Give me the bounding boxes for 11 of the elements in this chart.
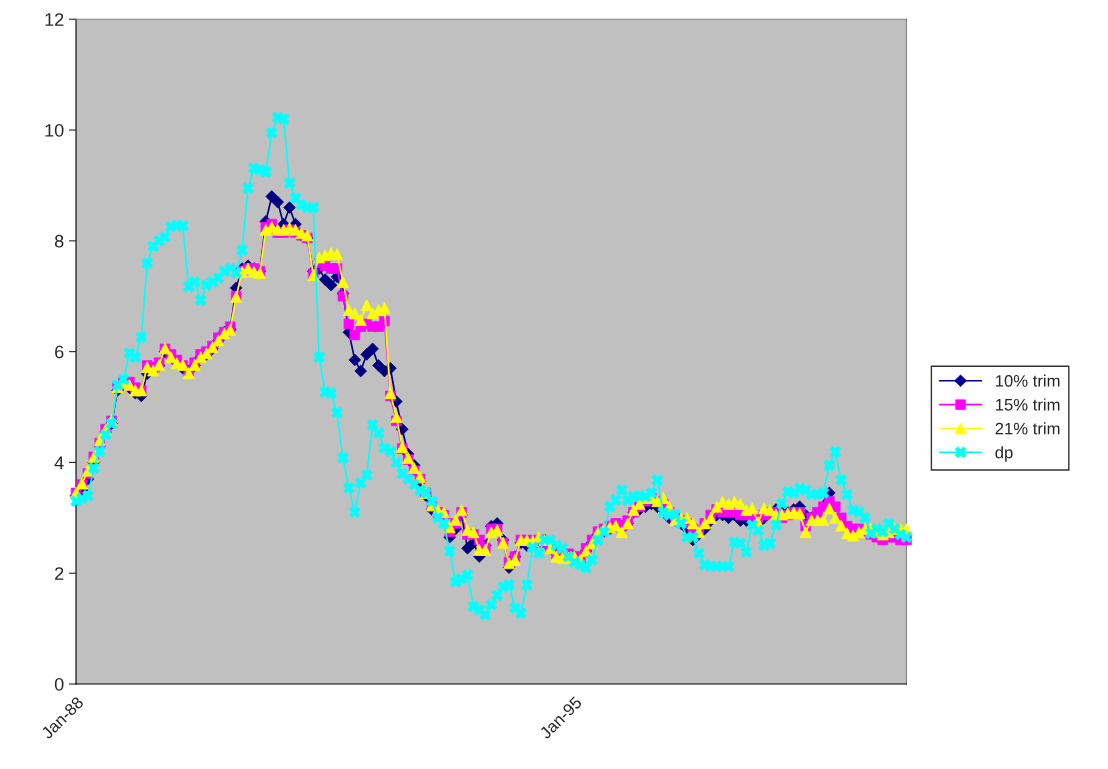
legend-label: 21% trim [995,422,1060,435]
y-tick-label: 0 [54,677,64,691]
legend-label: 15% trim [996,398,1060,411]
y-tick-label: 4 [54,456,64,469]
y-tick-label: 10 [45,123,64,137]
y-tick-label: 8 [54,234,64,248]
y-tick-label: 2 [55,567,64,580]
legend-label: 10% trim [996,374,1060,387]
y-tick-label: 6 [55,345,64,359]
y-tick-label: 12 [45,13,64,26]
legend-label: dp [995,446,1013,462]
